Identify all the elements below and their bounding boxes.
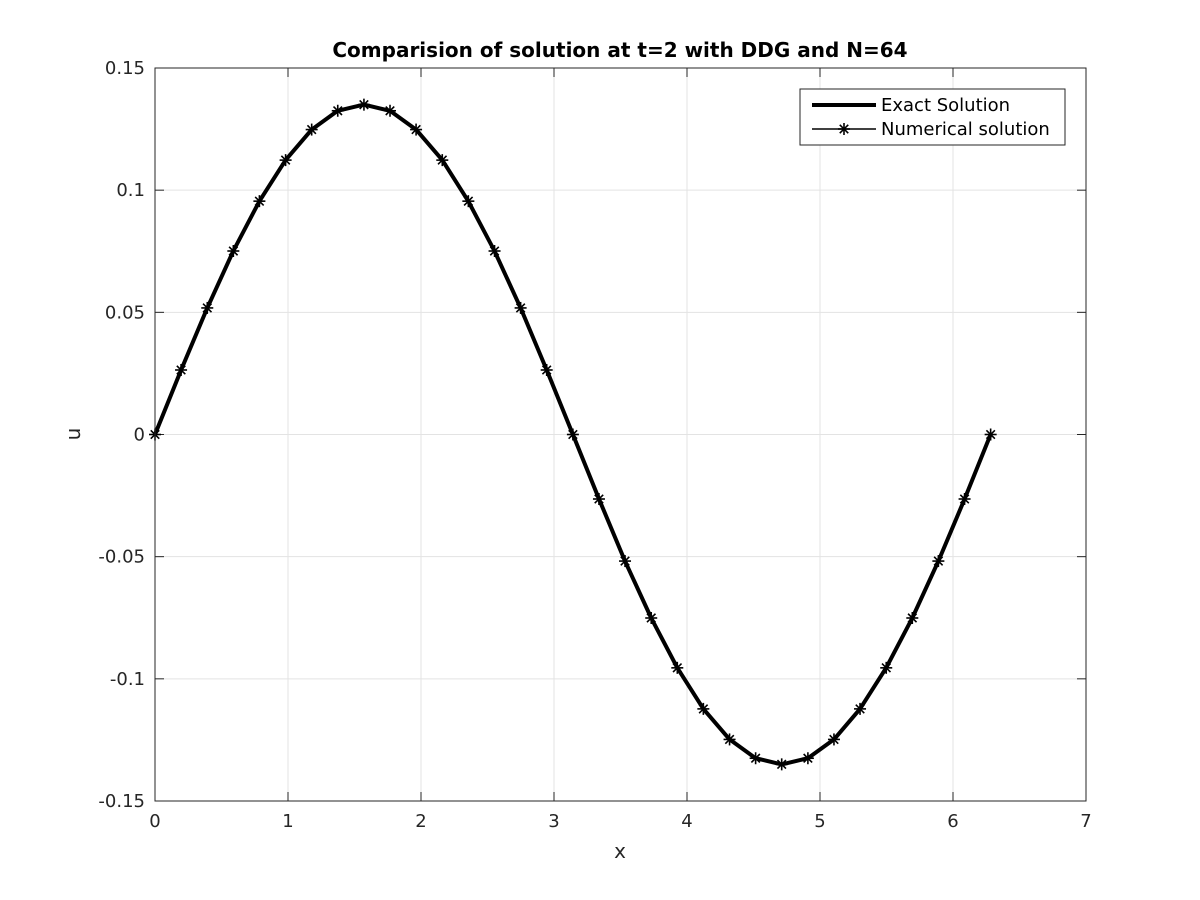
data-point-asterisk: [279, 154, 292, 167]
data-point-asterisk: [227, 245, 240, 258]
x-tick-label: 5: [814, 811, 825, 832]
data-point-asterisk: [749, 752, 762, 765]
y-tick-label: 0.05: [105, 302, 145, 323]
data-point-asterisk: [488, 245, 501, 258]
data-point-asterisk: [827, 733, 840, 746]
data-point-asterisk: [671, 661, 684, 674]
x-tick-label: 7: [1080, 811, 1091, 832]
x-tick-label: 6: [947, 811, 958, 832]
data-point-asterisk: [384, 104, 397, 117]
data-point-asterisk: [697, 702, 710, 715]
data-point-asterisk: [357, 98, 370, 111]
data-point-asterisk: [410, 123, 423, 136]
data-point-asterisk: [253, 195, 266, 208]
y-axis-label: u: [61, 428, 85, 441]
data-point-asterisk: [775, 758, 788, 771]
data-point-asterisk: [305, 123, 318, 136]
data-point-asterisk: [462, 195, 475, 208]
data-point-asterisk: [592, 493, 605, 506]
data-point-asterisk: [436, 154, 449, 167]
x-tick-label: 3: [548, 811, 559, 832]
data-point-asterisk: [984, 428, 997, 441]
data-point-asterisk: [801, 752, 814, 765]
series-layer: [149, 98, 997, 771]
data-point-asterisk: [201, 301, 214, 314]
data-point-asterisk: [854, 702, 867, 715]
y-tick-label: -0.15: [98, 791, 145, 812]
data-point-asterisk: [540, 363, 553, 376]
data-point-asterisk: [906, 611, 919, 624]
data-point-asterisk: [175, 363, 188, 376]
data-point-asterisk: [331, 104, 344, 117]
data-point-asterisk: [880, 661, 893, 674]
data-point-asterisk: [645, 611, 658, 624]
data-point-asterisk: [932, 555, 945, 568]
legend-entry-exact: Exact Solution: [881, 95, 1010, 116]
legend-marker-numerical: [838, 123, 850, 135]
legend: Exact Solution Numerical solution: [799, 88, 1066, 146]
data-point-asterisk: [514, 301, 527, 314]
plot-box: [154, 67, 1087, 802]
y-tick-label: -0.1: [110, 669, 145, 690]
chart-title: Comparision of solution at t=2 with DDG …: [332, 38, 907, 62]
legend-entry-numerical: Numerical solution: [881, 119, 1050, 140]
x-tick-label: 4: [681, 811, 692, 832]
data-point-asterisk: [723, 733, 736, 746]
data-point-asterisk: [838, 123, 850, 135]
data-point-asterisk: [619, 555, 632, 568]
x-tick-label: 1: [282, 811, 293, 832]
y-tick-label: 0.1: [116, 180, 145, 201]
data-point-asterisk: [958, 493, 971, 506]
x-tick-label: 0: [149, 811, 160, 832]
data-point-asterisk: [566, 428, 579, 441]
y-tick-label: 0.15: [105, 58, 145, 79]
y-tick-label: -0.05: [98, 547, 145, 568]
x-axis-label: x: [614, 839, 626, 863]
y-tick-label: 0: [134, 425, 145, 446]
x-tick-label: 2: [415, 811, 426, 832]
legend-box: [799, 88, 1066, 146]
